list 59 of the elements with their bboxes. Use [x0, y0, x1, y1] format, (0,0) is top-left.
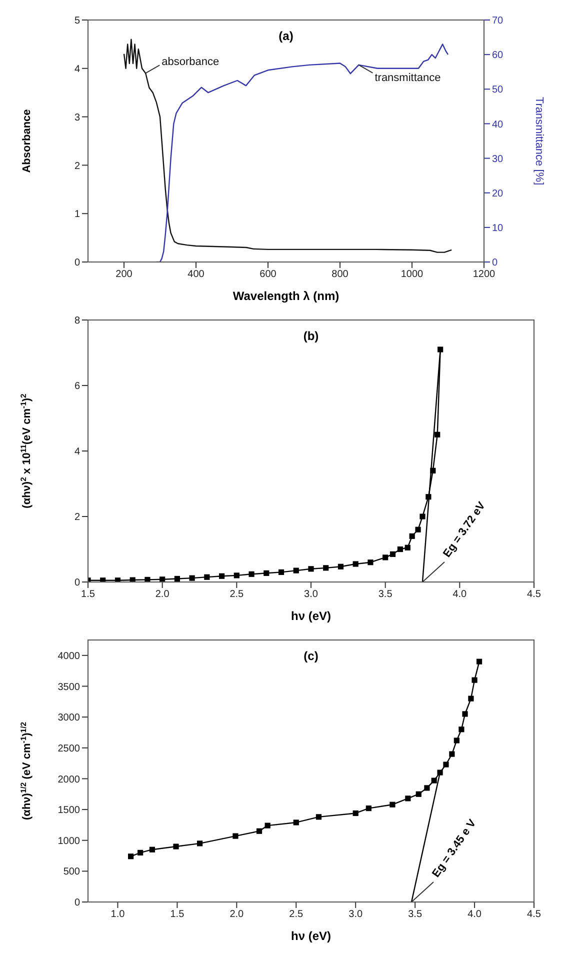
y-tick-label: 4: [74, 446, 80, 458]
y-tick-label: 2: [74, 512, 80, 524]
y-axis-title: Absorbance: [21, 109, 33, 173]
x-tick-label: 1.5: [81, 589, 96, 600]
x-axis-title: hν (eV): [290, 609, 332, 623]
y-tick-label: 6: [74, 381, 80, 392]
x-tick-label: 1.5: [170, 909, 185, 920]
y-tick-label: 3500: [58, 682, 80, 693]
y2-tick-label: 70: [492, 16, 504, 27]
y-tick-label: 3000: [58, 712, 80, 724]
y2-tick-label: 0: [492, 258, 498, 269]
y-tick-label: 2500: [58, 743, 80, 754]
y-tick-label: 5: [74, 16, 80, 27]
y2-tick-label: 30: [492, 154, 504, 165]
x-tick-label: 3.0: [304, 589, 318, 600]
y-tick-label: 500: [63, 866, 80, 878]
y-tick-label: 0: [74, 578, 80, 589]
x-tick-label: 1000: [400, 269, 424, 280]
x-tick-label: 800: [332, 269, 349, 280]
y2-tick-label: 60: [492, 50, 504, 62]
y-tick-label: 0: [74, 258, 80, 269]
y-tick-label: 8: [74, 316, 80, 327]
y-tick-label: 2: [74, 160, 80, 172]
y-tick-label: 4000: [58, 650, 80, 662]
x-tick-label: 2.0: [230, 909, 244, 920]
annotation: (c): [304, 649, 318, 663]
y2-tick-label: 40: [492, 119, 504, 130]
x-tick-label: 1.0: [110, 909, 126, 920]
y2-tick-label: 50: [492, 84, 504, 96]
x-tick-label: 3.5: [408, 909, 422, 920]
x-axis-title: hν (eV): [290, 929, 332, 943]
annotation: (b): [303, 329, 319, 343]
x-axis-title: Wavelength λ (nm): [232, 289, 340, 303]
y-tick-label: 0: [74, 898, 80, 909]
y-tick-label: 2000: [58, 774, 80, 786]
x-tick-label: 4.5: [527, 909, 542, 920]
y-tick-label: 1: [74, 209, 80, 220]
annotation: (a): [278, 29, 294, 43]
y2-tick-label: 10: [492, 222, 504, 234]
x-tick-label: 600: [260, 269, 277, 280]
x-tick-label: 3.0: [348, 909, 363, 920]
y-tick-label: 1500: [58, 805, 80, 816]
x-tick-label: 4.0: [452, 589, 468, 600]
x-tick-label: 3.5: [378, 589, 393, 600]
y-tick-label: 3: [74, 112, 80, 124]
x-tick-label: 4.0: [468, 909, 482, 920]
y-tick-label: 1000: [58, 836, 80, 847]
x-tick-label: 400: [188, 269, 205, 280]
series-label: absorbance: [162, 56, 220, 68]
x-tick-label: 1200: [472, 269, 496, 280]
x-tick-label: 2.5: [230, 589, 244, 600]
x-tick-label: 4.5: [527, 589, 542, 600]
x-tick-label: 2.5: [289, 909, 304, 920]
x-tick-label: 2.0: [155, 589, 170, 600]
y-tick-label: 4: [74, 64, 80, 75]
y2-tick-label: 20: [492, 188, 504, 200]
y2-axis-title: Transmittance [%]: [533, 96, 545, 186]
series-label: transmittance: [374, 72, 441, 84]
x-tick-label: 200: [116, 269, 133, 280]
